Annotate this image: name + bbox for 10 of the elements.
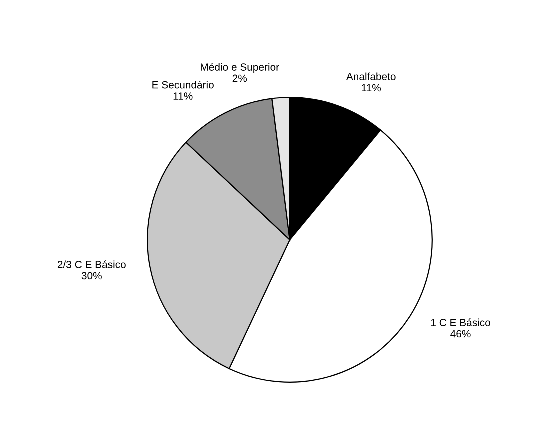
slice-label: Médio e Superior bbox=[201, 63, 280, 74]
data-label: 11% bbox=[362, 84, 382, 92]
slice-label: 2/3 C E Básico bbox=[58, 260, 126, 268]
data-label: 46% bbox=[450, 330, 471, 338]
slice-label: E Secundário bbox=[152, 80, 214, 89]
slice-label: Analfabeto bbox=[346, 72, 396, 80]
data-label: 11% bbox=[174, 92, 193, 100]
data-label: 2% bbox=[232, 74, 248, 82]
data-label: 30% bbox=[82, 272, 102, 280]
slice-label: 1 C E Básico bbox=[431, 318, 490, 326]
